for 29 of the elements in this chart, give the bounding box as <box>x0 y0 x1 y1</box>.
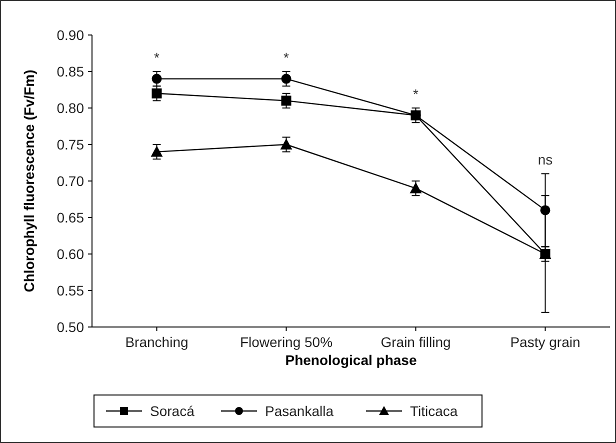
y-tick-label: 0.80 <box>56 100 84 116</box>
x-tick-label: Flowering 50% <box>240 334 333 350</box>
x-tick-label: Grain filling <box>380 334 451 350</box>
y-tick-label: 0.55 <box>56 282 84 298</box>
y-tick-label: 0.65 <box>56 209 84 226</box>
x-tick-label: Branching <box>125 334 188 350</box>
y-tick-label: 0.75 <box>56 136 84 152</box>
annotation: * <box>413 86 420 102</box>
y-tick-label: 0.60 <box>56 246 84 262</box>
point <box>281 96 292 106</box>
legend-label: Pasankalla <box>265 402 334 419</box>
legend-label: Titicaca <box>410 402 458 419</box>
point <box>410 182 422 194</box>
point <box>152 74 162 84</box>
y-tick-label: 0.85 <box>56 63 84 80</box>
x-axis-title: Phenological phase <box>285 352 417 368</box>
legend-label: Soracá <box>150 402 195 419</box>
annotation: * <box>284 49 290 66</box>
y-tick-label: 0.90 <box>56 26 84 43</box>
annotation: * <box>154 49 160 66</box>
point <box>280 138 292 150</box>
point <box>281 74 292 84</box>
y-axis-title: Chlorophyll fluorescence (Fv/Fm) <box>21 70 37 292</box>
x-tick-label: Pasty grain <box>510 334 580 350</box>
point <box>152 88 162 98</box>
annotation: ns <box>538 152 553 168</box>
point <box>150 146 163 157</box>
y-tick-label: 0.70 <box>56 172 84 189</box>
y-tick-label: 0.50 <box>56 318 84 335</box>
